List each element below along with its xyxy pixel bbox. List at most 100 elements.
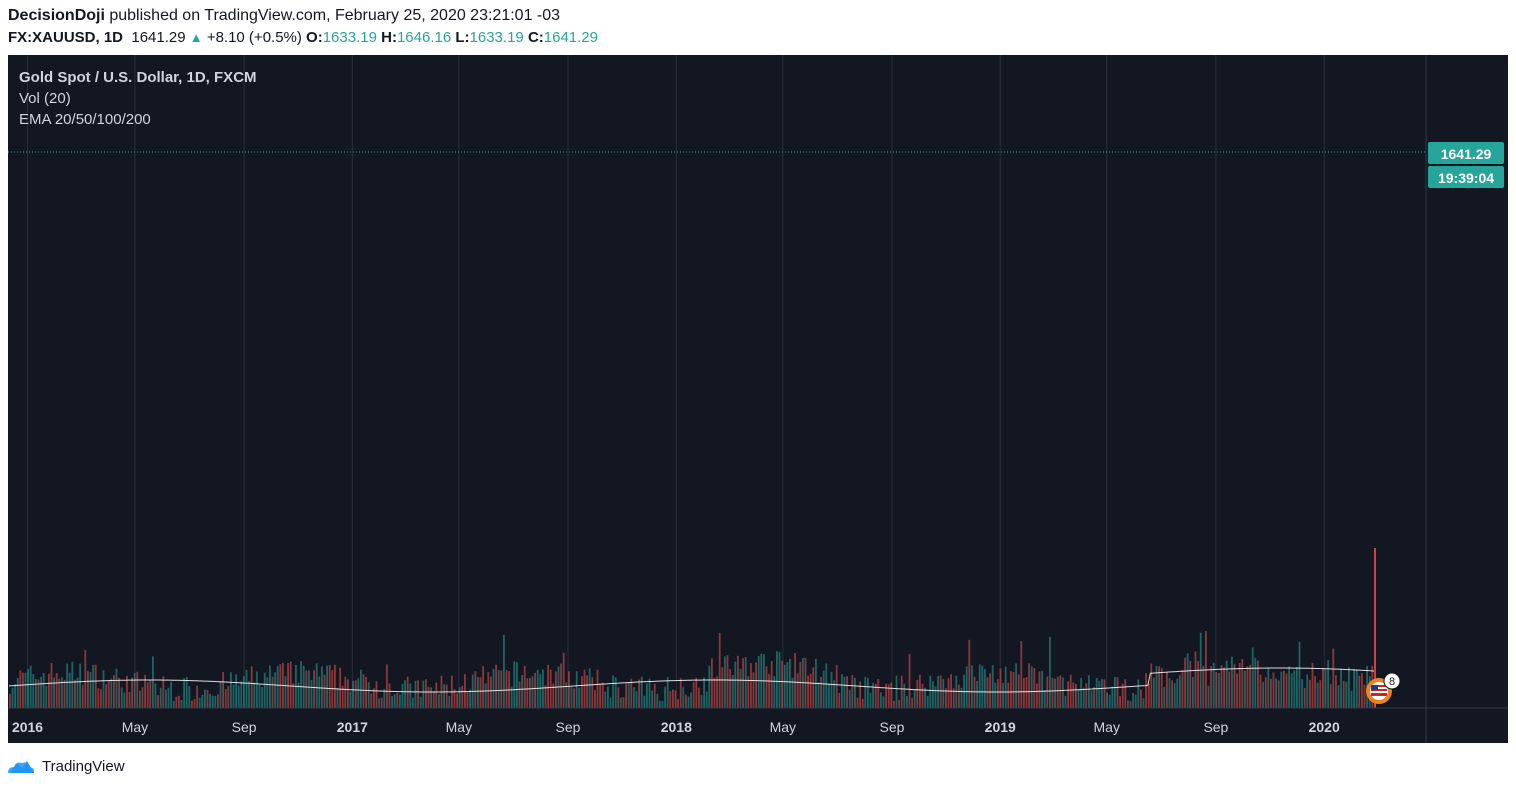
volume-bar	[55, 672, 58, 708]
x-tick-label: Sep	[556, 719, 581, 735]
volume-bar	[477, 676, 479, 708]
volume-bar	[352, 680, 354, 708]
volume-bar	[237, 685, 240, 708]
volume-bar	[739, 668, 742, 708]
volume-bar	[976, 681, 978, 708]
time-axis[interactable]: 2016 May Sep 2017 May Sep 2018 May Sep 2019 May Sep…	[12, 719, 1340, 735]
volume-bar	[9, 693, 11, 708]
volume-bar	[851, 675, 854, 708]
author-name[interactable]: DecisionDoji	[8, 7, 105, 24]
volume-bar	[321, 666, 323, 708]
volume-bar	[820, 677, 822, 708]
volume-bar	[453, 688, 456, 708]
close-value: 1641.29	[543, 29, 598, 46]
volume-bar	[1080, 678, 1082, 708]
chart-container[interactable]: 1030.001070.001110.001150.001190.001250.…	[8, 55, 1508, 743]
volume-bar	[1246, 666, 1249, 708]
volume-bar	[250, 666, 253, 708]
volume-bar	[599, 683, 601, 708]
volume-bar	[162, 676, 165, 708]
volume-bar	[989, 673, 991, 708]
volume-bar	[1355, 670, 1358, 708]
volume-bar	[1004, 666, 1007, 708]
volume-bar	[219, 681, 222, 708]
volume-bar	[58, 678, 61, 708]
volume-bar	[669, 691, 672, 708]
volume-bar	[700, 694, 703, 708]
volume-bar	[1335, 675, 1337, 708]
volume-bar	[539, 674, 542, 708]
volume-bar	[289, 661, 292, 708]
volume-bar	[848, 689, 851, 708]
volume-bar	[84, 649, 87, 708]
volume-bar	[731, 674, 734, 708]
volume-bar	[581, 676, 583, 708]
volume-bar	[552, 683, 555, 708]
x-tick-label: 2018	[661, 719, 692, 735]
volume-bar	[245, 669, 248, 708]
volume-bar	[945, 688, 947, 708]
volume-bar	[113, 675, 115, 708]
volume-bar	[466, 692, 469, 708]
volume-bar	[107, 680, 110, 708]
volume-bar	[110, 678, 113, 708]
volume-bar	[1059, 675, 1062, 708]
volume-bar	[105, 683, 107, 708]
volume-bar	[1140, 689, 1142, 708]
volume-bar	[27, 669, 29, 708]
volume-bar	[443, 684, 445, 708]
volume-bar	[1192, 677, 1194, 708]
volume-bar	[14, 684, 16, 708]
volume-bar	[128, 692, 131, 708]
volume-bar	[425, 679, 427, 708]
volume-bar	[1129, 701, 1132, 708]
volume-bar	[1298, 641, 1301, 708]
price-chart[interactable]: 1030.001070.001110.001150.001190.001250.…	[8, 55, 1508, 743]
publish-text: published on TradingView.com, February 2…	[109, 7, 561, 24]
volume-bar	[1007, 682, 1010, 708]
volume-bar	[1353, 669, 1355, 708]
volume-bar	[484, 683, 487, 708]
volume-bar	[825, 663, 828, 708]
volume-bar	[334, 664, 336, 708]
volume-bar	[1075, 683, 1077, 708]
volume-bar	[1179, 674, 1181, 708]
volume-bar	[87, 670, 89, 708]
volume-bar	[874, 683, 877, 708]
tradingview-brand[interactable]: TradingView	[42, 757, 125, 775]
tradingview-cloud-icon[interactable]	[6, 756, 36, 776]
us-flag-event-icon[interactable]: 8	[1366, 672, 1401, 704]
volume-bar	[513, 661, 516, 708]
volume-bar	[1069, 674, 1072, 708]
price-badge	[1428, 142, 1504, 164]
volume-bar	[1233, 664, 1236, 708]
volume-bar	[1257, 660, 1259, 708]
volume-bar	[48, 673, 50, 708]
volume-bar	[79, 663, 81, 708]
volume-bar	[172, 701, 175, 708]
volume-bar	[193, 698, 196, 708]
volume-bar	[412, 697, 414, 708]
volume-bar	[932, 681, 934, 708]
volume-bar	[1119, 696, 1121, 708]
volume-bar	[672, 689, 674, 708]
volume-bar	[1345, 681, 1348, 708]
volume-bar	[318, 676, 321, 708]
volume-bar	[1236, 673, 1238, 708]
volume-bar	[864, 676, 867, 708]
volume-bar	[679, 678, 682, 708]
volume-bar	[201, 694, 204, 708]
volume-bar	[713, 677, 716, 708]
volume-bar	[1134, 694, 1137, 708]
volume-bar	[1132, 692, 1134, 708]
volume-bar	[640, 676, 643, 708]
volume-bar	[828, 684, 830, 708]
volume-bar	[1290, 673, 1293, 708]
volume-bar	[152, 656, 154, 708]
volume-bar	[1046, 676, 1049, 708]
volume-bar	[877, 679, 880, 708]
volume-bar	[1184, 657, 1186, 708]
volume-bar	[1025, 677, 1028, 708]
volume-bar	[144, 675, 146, 708]
volume-bar	[690, 692, 692, 708]
